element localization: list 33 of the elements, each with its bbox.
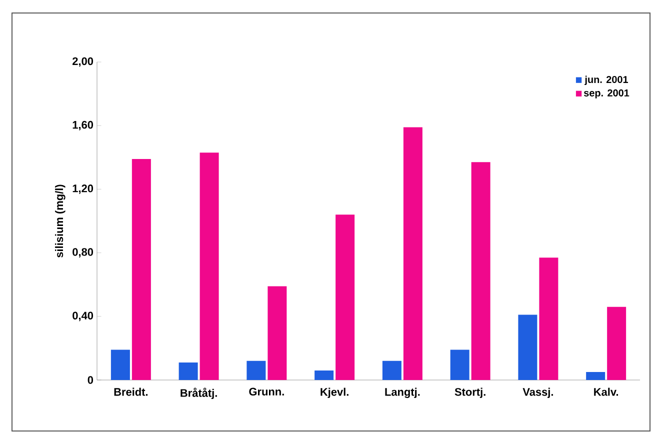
legend-label: jun. 2001 [584, 76, 628, 85]
bar [586, 372, 606, 380]
y-axis-title: silisium (mg/l) [55, 184, 66, 258]
x-tick-label: Langtj. [385, 388, 420, 398]
y-tick-label: 0 [88, 376, 94, 384]
bar [268, 286, 287, 380]
bar [110, 350, 130, 380]
bar [518, 314, 538, 380]
bar [132, 158, 151, 380]
bar [403, 127, 422, 380]
x-tick-label: Kalv. [594, 388, 618, 396]
y-tick-label: 1,20 [72, 184, 94, 194]
x-tick-label: Vassj. [522, 388, 553, 398]
bar [200, 152, 219, 380]
y-tick-label: 1,60 [72, 120, 94, 130]
legend-label: sep. 2001 [584, 89, 630, 98]
x-tick-label: Bråtåtj. [180, 388, 217, 400]
bar [471, 162, 490, 380]
y-tick-label: 2,00 [72, 57, 94, 67]
bar [539, 258, 558, 380]
bar [246, 360, 266, 380]
bar [336, 214, 355, 380]
bar [178, 362, 198, 380]
bar [450, 350, 470, 380]
x-tick-label: Stortj. [454, 388, 486, 398]
y-tick-label: 0,40 [72, 312, 94, 322]
x-tick-label: Kjevl. [320, 388, 348, 398]
bar [382, 360, 402, 380]
bar [607, 306, 626, 380]
x-tick-label: Breidt. [114, 388, 148, 396]
bar [314, 370, 334, 380]
y-tick-label: 0,80 [72, 248, 94, 258]
x-tick-label: Grunn. [249, 388, 284, 396]
